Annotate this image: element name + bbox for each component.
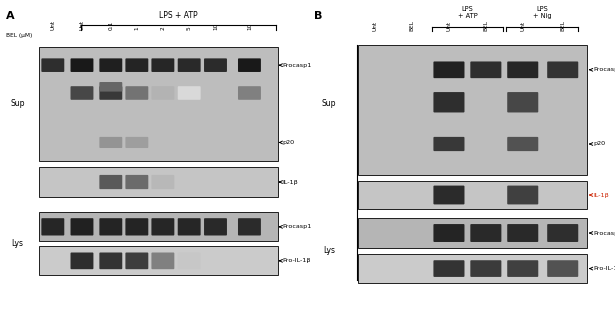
Text: Unt: Unt xyxy=(446,21,451,31)
Bar xyxy=(358,181,587,209)
FancyBboxPatch shape xyxy=(125,252,148,269)
FancyBboxPatch shape xyxy=(151,175,174,189)
FancyBboxPatch shape xyxy=(507,185,538,204)
Text: Procasp1: Procasp1 xyxy=(283,63,312,68)
Text: Unt: Unt xyxy=(79,20,84,30)
FancyBboxPatch shape xyxy=(100,218,122,235)
FancyBboxPatch shape xyxy=(100,175,122,189)
FancyBboxPatch shape xyxy=(238,58,261,72)
Text: p20: p20 xyxy=(283,140,295,145)
FancyBboxPatch shape xyxy=(434,137,464,151)
Text: Unt: Unt xyxy=(373,21,378,31)
FancyBboxPatch shape xyxy=(71,218,93,235)
FancyBboxPatch shape xyxy=(178,218,200,235)
Bar xyxy=(39,212,278,242)
Text: Lys: Lys xyxy=(12,239,23,248)
FancyBboxPatch shape xyxy=(470,260,501,277)
Text: Sup: Sup xyxy=(322,99,336,108)
Text: 10: 10 xyxy=(213,22,218,30)
FancyBboxPatch shape xyxy=(151,218,174,235)
FancyBboxPatch shape xyxy=(100,137,122,148)
Text: B: B xyxy=(314,11,322,21)
FancyBboxPatch shape xyxy=(125,86,148,100)
FancyBboxPatch shape xyxy=(238,218,261,235)
FancyBboxPatch shape xyxy=(507,92,538,112)
Text: Sup: Sup xyxy=(10,99,25,108)
Text: A: A xyxy=(6,11,15,21)
FancyBboxPatch shape xyxy=(470,62,501,78)
Text: LPS
+ Nig: LPS + Nig xyxy=(533,6,551,19)
Text: Unt: Unt xyxy=(50,20,55,30)
FancyBboxPatch shape xyxy=(125,58,148,72)
Text: Pro-IL-1β: Pro-IL-1β xyxy=(593,266,615,271)
FancyBboxPatch shape xyxy=(71,58,93,72)
FancyBboxPatch shape xyxy=(434,62,464,78)
FancyBboxPatch shape xyxy=(204,58,227,72)
FancyBboxPatch shape xyxy=(125,175,148,189)
Bar xyxy=(39,167,278,196)
FancyBboxPatch shape xyxy=(238,86,261,100)
Bar xyxy=(358,254,587,283)
Text: BEL (μM): BEL (μM) xyxy=(6,33,33,38)
Text: Procasp1: Procasp1 xyxy=(593,231,615,235)
FancyBboxPatch shape xyxy=(434,92,464,112)
FancyBboxPatch shape xyxy=(41,218,65,235)
Text: 0.1: 0.1 xyxy=(108,20,113,30)
Bar xyxy=(39,246,278,275)
FancyBboxPatch shape xyxy=(178,86,200,100)
FancyBboxPatch shape xyxy=(507,62,538,78)
Bar xyxy=(358,45,587,175)
Text: IL-1β: IL-1β xyxy=(283,180,298,185)
Text: p20: p20 xyxy=(593,141,606,147)
FancyBboxPatch shape xyxy=(178,252,200,269)
FancyBboxPatch shape xyxy=(125,137,148,148)
Text: Unt: Unt xyxy=(520,21,525,31)
Text: BEL: BEL xyxy=(483,20,488,31)
FancyBboxPatch shape xyxy=(507,224,538,242)
Text: Procasp1: Procasp1 xyxy=(283,224,312,229)
FancyBboxPatch shape xyxy=(507,260,538,277)
FancyBboxPatch shape xyxy=(100,82,122,91)
FancyBboxPatch shape xyxy=(71,252,93,269)
FancyBboxPatch shape xyxy=(100,58,122,72)
FancyBboxPatch shape xyxy=(100,252,122,269)
Text: LPS
+ ATP: LPS + ATP xyxy=(458,6,477,19)
FancyBboxPatch shape xyxy=(100,86,122,100)
FancyBboxPatch shape xyxy=(204,218,227,235)
Bar xyxy=(358,218,587,248)
FancyBboxPatch shape xyxy=(434,185,464,204)
FancyBboxPatch shape xyxy=(151,86,174,100)
Text: BEL: BEL xyxy=(560,20,565,31)
FancyBboxPatch shape xyxy=(547,260,578,277)
FancyBboxPatch shape xyxy=(470,224,501,242)
FancyBboxPatch shape xyxy=(125,218,148,235)
FancyBboxPatch shape xyxy=(151,252,174,269)
FancyBboxPatch shape xyxy=(434,224,464,242)
FancyBboxPatch shape xyxy=(507,137,538,151)
Text: Pro-IL-1β: Pro-IL-1β xyxy=(283,258,311,263)
FancyBboxPatch shape xyxy=(41,58,65,72)
Bar xyxy=(39,47,278,161)
Text: 5: 5 xyxy=(187,26,192,30)
Text: Procasp1: Procasp1 xyxy=(593,67,615,72)
Text: BEL: BEL xyxy=(410,20,415,31)
FancyBboxPatch shape xyxy=(71,86,93,100)
FancyBboxPatch shape xyxy=(151,58,174,72)
Text: LPS + ATP: LPS + ATP xyxy=(159,11,198,20)
Text: IL-1β: IL-1β xyxy=(593,193,609,197)
Text: 2: 2 xyxy=(161,26,165,30)
FancyBboxPatch shape xyxy=(178,58,200,72)
FancyBboxPatch shape xyxy=(434,260,464,277)
Text: Lys: Lys xyxy=(323,246,335,255)
Text: 10: 10 xyxy=(247,22,252,30)
FancyBboxPatch shape xyxy=(547,62,578,78)
FancyBboxPatch shape xyxy=(547,224,578,242)
Text: 1: 1 xyxy=(134,26,140,30)
